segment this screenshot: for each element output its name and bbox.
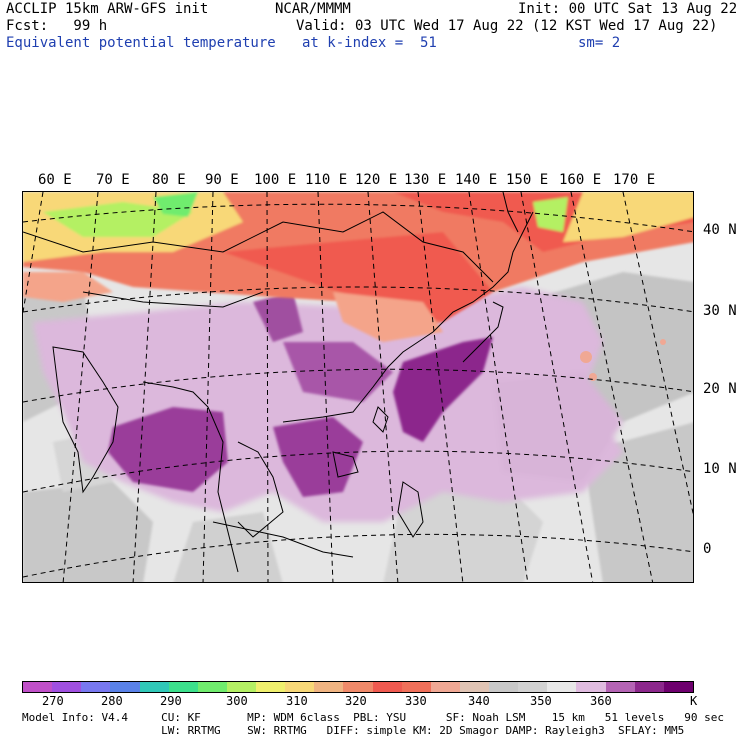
colorbar-swatch: [430, 682, 460, 692]
map-panel: [22, 191, 694, 583]
lon-label: 170 E: [613, 172, 656, 188]
colorbar-swatch: [139, 682, 169, 692]
colorbar-swatch: [576, 682, 606, 692]
smoothing-label: sm= 2: [578, 35, 621, 51]
colorbar-tick-label: 280: [101, 694, 123, 708]
colorbar-swatch: [110, 682, 140, 692]
colorbar-swatch: [634, 682, 664, 692]
graticule: [23, 192, 693, 582]
valid-time: Valid: 03 UTC Wed 17 Aug 22 (12 KST Wed …: [296, 18, 718, 34]
colorbar-unit: K: [690, 694, 698, 708]
lon-label: 70 E: [96, 172, 130, 188]
colorbar-swatch: [256, 682, 286, 692]
colorbar-swatch: [343, 682, 373, 692]
lat-label: 10 N: [703, 461, 737, 477]
colorbar-tick-label: 270: [42, 694, 64, 708]
colorbar-swatch: [285, 682, 315, 692]
colorbar-swatch: [401, 682, 431, 692]
lon-label: 90 E: [205, 172, 239, 188]
lon-label: 150 E: [506, 172, 549, 188]
field-name: Equivalent potential temperature: [6, 35, 276, 51]
model-title: ACCLIP 15km ARW-GFS init: [6, 1, 209, 17]
colorbar-swatch: [663, 682, 693, 692]
colorbar-tick-label: 310: [286, 694, 308, 708]
lat-label: 20 N: [703, 381, 737, 397]
model-info-line2: LW: RRTMG SW: RRTMG DIFF: simple KM: 2D …: [22, 724, 685, 737]
lon-label: 120 E: [355, 172, 398, 188]
lon-label: 110 E: [305, 172, 348, 188]
colorbar-swatch: [81, 682, 111, 692]
colorbar-swatch: [459, 682, 489, 692]
level-label: at k-index = 51: [302, 35, 437, 51]
lat-label: 0: [703, 541, 712, 557]
colorbar-swatch: [52, 682, 82, 692]
init-time: Init: 00 UTC Sat 13 Aug 22: [518, 1, 738, 17]
colorbar-tick-label: 340: [468, 694, 490, 708]
org-label: NCAR/MMMM: [275, 1, 351, 17]
colorbar-tick-label: 300: [226, 694, 248, 708]
lat-label: 30 N: [703, 303, 737, 319]
lon-label: 100 E: [254, 172, 297, 188]
model-info-line1: Model Info: V4.4 CU: KF MP: WDM 6class P…: [22, 711, 724, 724]
theta-e-field: [23, 192, 693, 582]
colorbar-swatch: [23, 682, 53, 692]
colorbar-swatch: [372, 682, 402, 692]
colorbar-swatch: [226, 682, 256, 692]
colorbar-tick-label: 290: [160, 694, 182, 708]
colorbar-swatch: [547, 682, 577, 692]
colorbar-tick-label: 350: [530, 694, 552, 708]
lat-label: 40 N: [703, 222, 737, 238]
colorbar-tick-label: 330: [405, 694, 427, 708]
colorbar-swatch: [197, 682, 227, 692]
warm-band: [23, 192, 693, 342]
colorbar-swatch: [168, 682, 198, 692]
lon-label: 160 E: [559, 172, 602, 188]
lon-label: 130 E: [404, 172, 447, 188]
colorbar-tick-label: 320: [345, 694, 367, 708]
colorbar-swatch: [314, 682, 344, 692]
purple-region: [108, 292, 493, 497]
forecast-hour: Fcst: 99 h: [6, 18, 108, 34]
colorbar-swatch: [489, 682, 519, 692]
coastlines: [23, 192, 534, 573]
lon-label: 140 E: [455, 172, 498, 188]
colorbar-tick-label: 360: [590, 694, 612, 708]
colorbar-swatch: [518, 682, 548, 692]
lon-label: 80 E: [152, 172, 186, 188]
colorbar: [22, 681, 694, 693]
colorbar-swatch: [605, 682, 635, 692]
lon-label: 60 E: [38, 172, 72, 188]
